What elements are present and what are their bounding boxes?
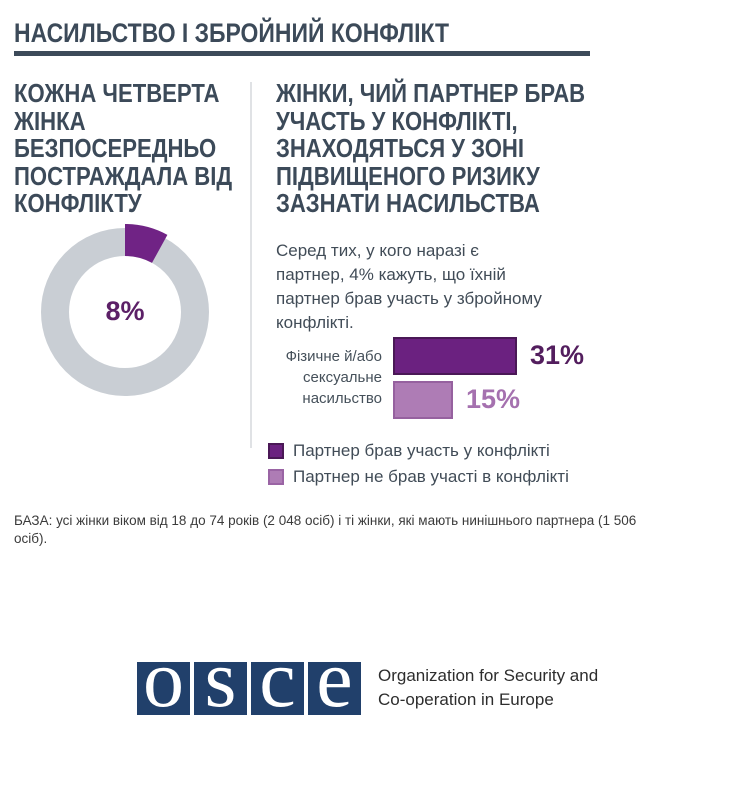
- infographic-page: НАСИЛЬСТВО І ЗБРОЙНИЙ КОНФЛІКТ КОЖНА ЧЕТ…: [14, 18, 750, 719]
- bar-rows: 31% 15%: [393, 336, 585, 419]
- osce-letter-o: o: [143, 632, 184, 724]
- osce-square-e: e: [308, 637, 361, 719]
- osce-square-c: c: [251, 637, 304, 719]
- base-note: БАЗА: усі жінки віком від 18 до 74 років…: [14, 512, 637, 546]
- donut-ring-remainder: [41, 227, 209, 396]
- bar-chart: Фізичне й/або сексуальне насильство 31% …: [276, 336, 716, 419]
- legend-item-no-conflict: Партнер не брав участі в конфлікті: [268, 467, 716, 487]
- chart-legend: Партнер брав участь у конфлікті Партнер …: [268, 441, 716, 487]
- bar-value-label-no-conflict: 15%: [466, 384, 521, 414]
- legend-swatch-dark: [268, 442, 284, 459]
- osce-letter-s: s: [204, 632, 237, 724]
- osce-tagline-line1: Organization for Security and: [378, 666, 599, 685]
- osce-logo-squares: o s c e: [137, 637, 361, 719]
- bar-row-conflict: 31%: [393, 336, 585, 375]
- osce-square-o: o: [137, 637, 190, 719]
- osce-letter-e: e: [316, 632, 353, 724]
- donut-chart: 8%: [35, 222, 215, 402]
- bar-value-label-conflict: 31%: [530, 340, 585, 370]
- donut-svg: [37, 223, 213, 400]
- legend-item-conflict: Партнер брав участь у конфлікті: [268, 441, 716, 461]
- bar-partner-in-conflict: [393, 336, 517, 375]
- osce-tagline-line2: Co-operation in Europe: [378, 690, 554, 709]
- vertical-divider: [250, 82, 252, 448]
- intro-paragraph: Серед тих, у кого наразі є партнер, 4% к…: [276, 240, 542, 332]
- content-columns: КОЖНА ЧЕТВЕРТА ЖІНКА БЕЗПОСЕРЕДНЬО ПОСТР…: [14, 78, 750, 487]
- osce-logo: o s c e Organization for Security and Co…: [137, 637, 750, 719]
- bar-partner-not-in-conflict: [393, 380, 453, 419]
- left-heading: КОЖНА ЧЕТВЕРТА ЖІНКА БЕЗПОСЕРЕДНЬО ПОСТР…: [14, 78, 233, 218]
- right-heading: ЖІНКИ, ЧИЙ ПАРТНЕР БРАВ УЧАСТЬ У КОНФЛІК…: [276, 78, 586, 218]
- legend-label-no-conflict: Партнер не брав участі в конфлікті: [293, 466, 569, 486]
- donut-segment-8pct: [37, 223, 213, 400]
- donut-center-label: 8%: [105, 296, 145, 326]
- osce-letter-c: c: [259, 632, 296, 724]
- legend-label-conflict: Партнер брав участь у конфлікті: [293, 440, 550, 460]
- right-panel: ЖІНКИ, ЧИЙ ПАРТНЕР БРАВ УЧАСТЬ У КОНФЛІК…: [268, 78, 716, 487]
- title-underline: [14, 51, 590, 56]
- left-panel: КОЖНА ЧЕТВЕРТА ЖІНКА БЕЗПОСЕРЕДНЬО ПОСТР…: [14, 79, 250, 402]
- page-title: НАСИЛЬСТВО І ЗБРОЙНИЙ КОНФЛІКТ: [14, 18, 450, 48]
- bar-category-label: Фізичне й/або сексуальне насильство: [285, 348, 382, 407]
- osce-square-s: s: [194, 637, 247, 719]
- osce-tagline: Organization for Security and Co-operati…: [378, 664, 598, 712]
- bar-row-no-conflict: 15%: [393, 380, 584, 419]
- legend-swatch-light: [268, 468, 284, 485]
